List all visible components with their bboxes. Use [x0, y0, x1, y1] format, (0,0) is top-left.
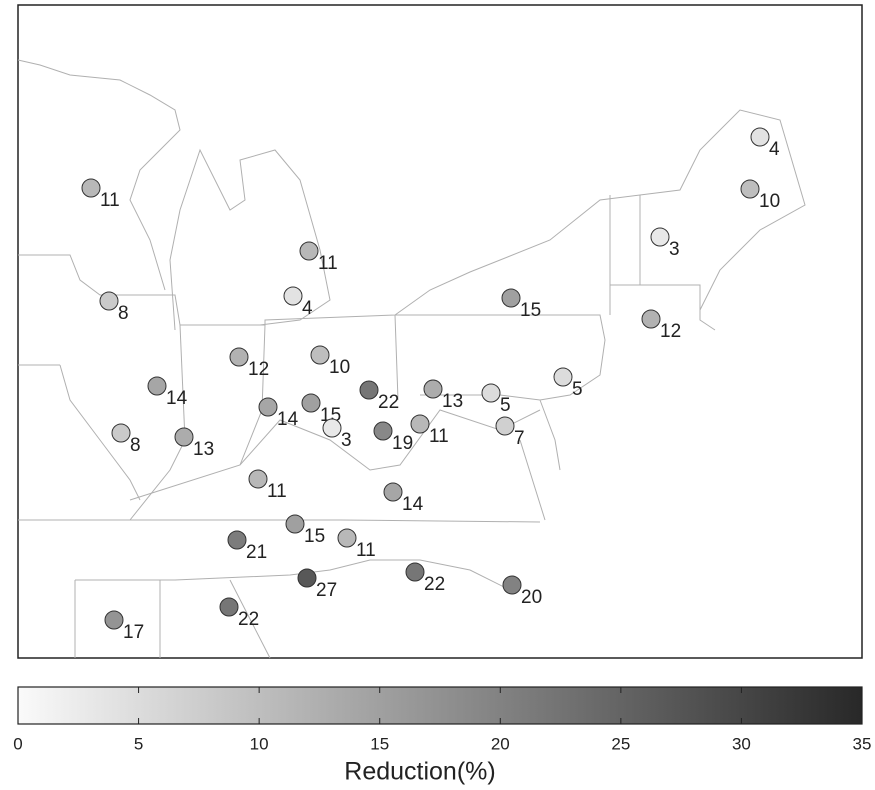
station-marker — [285, 514, 305, 534]
station-marker — [383, 482, 403, 502]
station-label: 22 — [378, 392, 399, 413]
station-marker — [481, 383, 501, 403]
colorbar-tick-label: 25 — [611, 734, 630, 753]
station-label: 8 — [130, 435, 141, 456]
colorbar-tick-label: 35 — [853, 734, 872, 753]
station-marker — [501, 288, 521, 308]
station-marker — [650, 227, 670, 247]
station-marker — [283, 286, 303, 306]
station-marker — [337, 528, 357, 548]
colorbar-tick-label: 30 — [732, 734, 751, 753]
colorbar — [17, 686, 863, 725]
station-marker — [750, 127, 770, 147]
station-marker — [322, 418, 342, 438]
station-label: 5 — [500, 395, 511, 416]
station-label: 11 — [356, 540, 376, 561]
station-label: 3 — [341, 430, 352, 451]
station-marker — [248, 469, 268, 489]
station-marker — [410, 414, 430, 434]
station-marker — [258, 397, 278, 417]
station-label: 15 — [520, 300, 541, 321]
station-marker — [359, 380, 379, 400]
station-marker — [405, 562, 425, 582]
station-marker — [81, 178, 101, 198]
station-label: 14 — [277, 409, 299, 430]
station-label: 15 — [304, 526, 325, 547]
station-marker — [301, 393, 321, 413]
station-label: 11 — [267, 481, 287, 502]
station-label: 3 — [669, 239, 680, 260]
station-marker — [373, 421, 393, 441]
station-marker — [299, 241, 319, 261]
station-label: 5 — [572, 379, 583, 400]
station-label: 17 — [123, 622, 144, 643]
station-label: 14 — [166, 388, 188, 409]
points: 4 10 3 11 11 4 8 15 12 12 10 14 22 13 5 5 14 15 8 13 3 19 11 7 1… — [81, 127, 780, 643]
boundaries — [17, 59, 806, 659]
colorbar-tick-label: 20 — [491, 734, 510, 753]
station-marker — [310, 345, 330, 365]
station-label: 11 — [100, 190, 120, 211]
station-label: 22 — [424, 574, 445, 595]
station-marker — [740, 179, 760, 199]
station-marker — [147, 376, 167, 396]
station-marker — [641, 309, 661, 329]
station-label: 4 — [302, 298, 313, 319]
station-label: 14 — [402, 494, 424, 515]
station-label: 4 — [769, 139, 780, 160]
map-frame — [17, 4, 863, 659]
colorbar-tick-label: 5 — [134, 734, 143, 753]
station-label: 19 — [392, 433, 413, 454]
station-label: 21 — [246, 542, 267, 563]
station-label: 13 — [193, 439, 214, 460]
station-marker — [219, 597, 239, 617]
station-label: 22 — [238, 609, 259, 630]
station-marker — [111, 423, 131, 443]
station-marker — [174, 427, 194, 447]
station-label: 27 — [316, 580, 337, 601]
station-marker — [104, 610, 124, 630]
station-label: 12 — [660, 321, 681, 342]
colorbar-tick-label: 10 — [250, 734, 269, 753]
station-label: 11 — [318, 253, 338, 274]
station-label: 10 — [329, 357, 350, 378]
station-label: 13 — [442, 391, 463, 412]
station-marker — [99, 291, 119, 311]
station-marker — [495, 416, 515, 436]
colorbar-label: Reduction(%) — [344, 758, 495, 786]
station-marker — [502, 575, 522, 595]
station-label: 20 — [521, 587, 542, 608]
station-marker — [423, 379, 443, 399]
station-marker — [229, 347, 249, 367]
station-label: 8 — [118, 303, 129, 324]
station-marker — [297, 568, 317, 588]
station-label: 12 — [248, 359, 269, 380]
colorbar-ticks: 0 5 10 15 20 25 30 35 — [13, 687, 871, 753]
colorbar-tick-label: 0 — [13, 734, 22, 753]
station-label: 10 — [759, 191, 780, 212]
station-label: 7 — [514, 428, 525, 449]
station-marker — [227, 530, 247, 550]
colorbar-tick-label: 15 — [370, 734, 389, 753]
station-marker — [553, 367, 573, 387]
station-label: 11 — [429, 426, 449, 447]
